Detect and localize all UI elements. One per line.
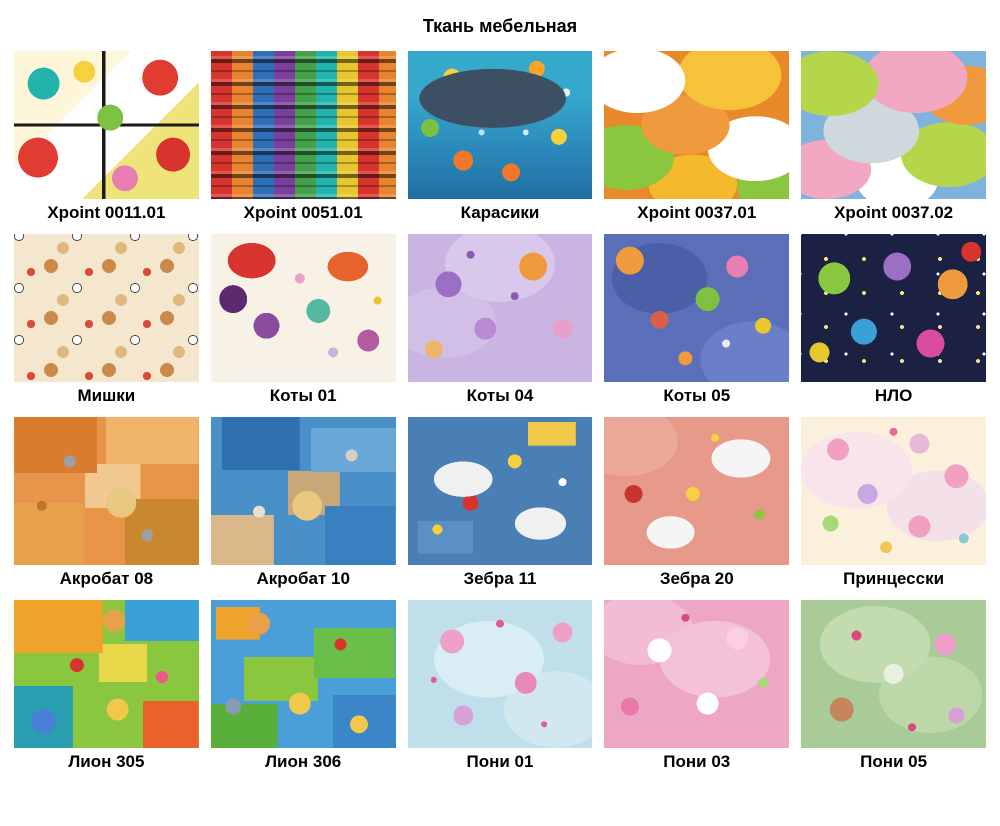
fabric-image[interactable] xyxy=(14,600,199,749)
fabric-card: Пони 05 xyxy=(801,600,986,773)
fabric-image[interactable] xyxy=(604,51,790,199)
fabric-label: Зебра 11 xyxy=(463,569,537,589)
fabric-card: Акробат 10 xyxy=(210,417,396,590)
fabric-card: Коты 04 xyxy=(407,234,593,407)
fabric-image[interactable] xyxy=(210,417,396,566)
fabric-image[interactable] xyxy=(801,600,986,749)
fabric-label: Лион 306 xyxy=(265,752,342,772)
fabric-card: Коты 01 xyxy=(210,234,396,407)
fabric-label: Акробат 10 xyxy=(256,569,350,589)
fabric-card: Акробат 08 xyxy=(14,417,199,590)
fabric-image[interactable] xyxy=(14,234,199,383)
fabric-card: Xpoint 0051.01 xyxy=(210,51,396,224)
fabric-card: Лион 305 xyxy=(14,600,199,773)
fabric-image[interactable] xyxy=(801,234,986,383)
fabric-label: Пони 03 xyxy=(663,752,731,772)
fabric-label: Xpoint 0037.02 xyxy=(834,203,954,222)
fabric-image[interactable] xyxy=(14,417,199,566)
fabric-card: Пони 03 xyxy=(604,600,790,773)
fabric-image[interactable] xyxy=(604,234,790,383)
fabric-label: Коты 05 xyxy=(663,386,731,406)
fabric-label: Xpoint 0051.01 xyxy=(243,203,363,222)
fabric-label: Пони 05 xyxy=(860,752,928,772)
fabric-image[interactable] xyxy=(14,51,199,199)
fabric-card: Xpoint 0037.02 xyxy=(801,51,986,224)
page-title: Ткань мебельная xyxy=(422,16,578,36)
fabric-label: НЛО xyxy=(874,386,913,406)
fabric-image[interactable] xyxy=(210,51,396,199)
fabric-label: Xpoint 0037.01 xyxy=(637,203,757,222)
fabric-label: Лион 305 xyxy=(68,752,145,772)
fabric-image[interactable] xyxy=(801,417,986,566)
fabric-card: Карасики xyxy=(407,51,593,224)
fabric-image[interactable] xyxy=(407,417,593,566)
fabric-label: Карасики xyxy=(460,203,540,222)
fabric-image[interactable] xyxy=(407,600,593,749)
fabric-card: НЛО xyxy=(801,234,986,407)
fabric-card: Xpoint 0011.01 xyxy=(14,51,199,224)
fabric-image[interactable] xyxy=(801,51,986,199)
fabric-card: Xpoint 0037.01 xyxy=(604,51,790,224)
fabric-grid: Xpoint 0011.01 Xpoint 0051.01 Карасики X… xyxy=(0,51,1000,773)
fabric-image[interactable] xyxy=(407,234,593,383)
fabric-image[interactable] xyxy=(407,51,593,199)
fabric-label: Принцесски xyxy=(843,569,945,589)
fabric-label: Коты 01 xyxy=(269,386,337,406)
fabric-card: Лион 306 xyxy=(210,600,396,773)
fabric-card: Принцесски xyxy=(801,417,986,590)
fabric-image[interactable] xyxy=(604,600,790,749)
fabric-label: Мишки xyxy=(77,386,136,406)
fabric-image[interactable] xyxy=(210,234,396,383)
fabric-card: Пони 01 xyxy=(407,600,593,773)
fabric-label: Коты 04 xyxy=(466,386,534,406)
fabric-label: Xpoint 0011.01 xyxy=(47,203,166,222)
fabric-label: Акробат 08 xyxy=(59,569,154,589)
fabric-card: Коты 05 xyxy=(604,234,790,407)
fabric-card: Зебра 11 xyxy=(407,417,593,590)
fabric-card: Мишки xyxy=(14,234,199,407)
fabric-label: Пони 01 xyxy=(466,752,534,772)
fabric-image[interactable] xyxy=(604,417,790,566)
fabric-card: Зебра 20 xyxy=(604,417,790,590)
fabric-image[interactable] xyxy=(210,600,396,749)
fabric-label: Зебра 20 xyxy=(659,569,734,589)
